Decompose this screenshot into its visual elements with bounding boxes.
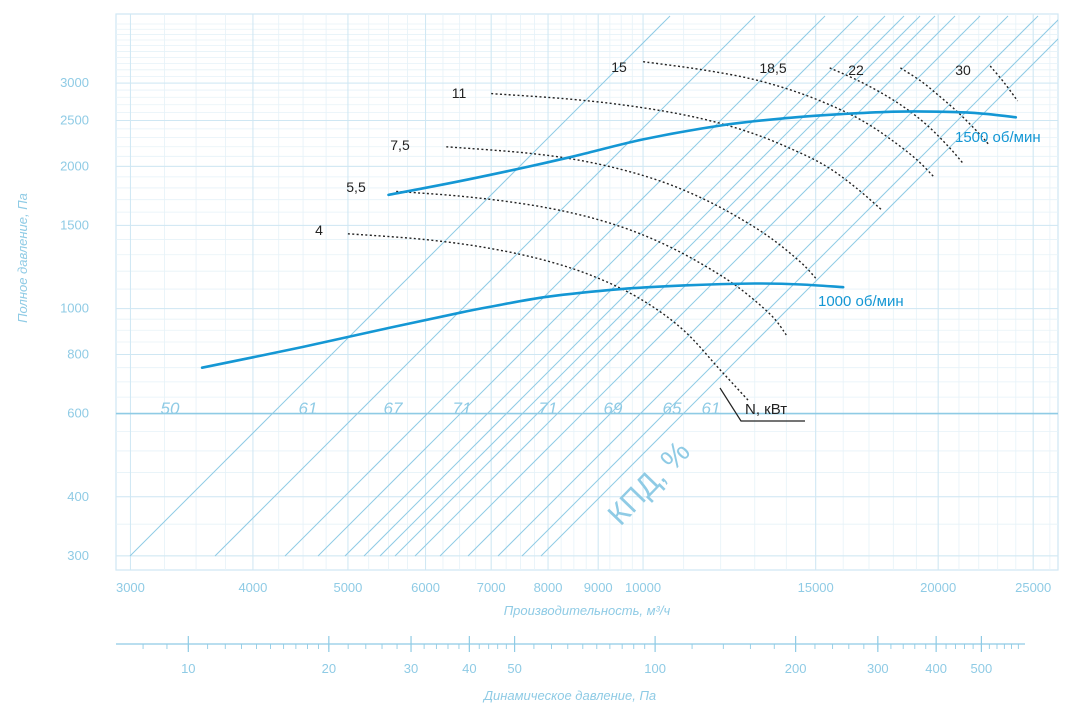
dynamic-tick-label: 400	[925, 661, 947, 676]
y-tick-label: 800	[67, 346, 89, 361]
y-tick-label: 400	[67, 489, 89, 504]
efficiency-label: 61	[299, 399, 318, 418]
power-curve	[989, 65, 1019, 102]
x-tick-label: 4000	[238, 580, 267, 595]
dynamic-tick-label: 40	[462, 661, 476, 676]
speed-curve-label: 1500 об/мин	[955, 129, 1041, 146]
x-axis-title: Производительность, м³/ч	[504, 603, 671, 618]
speed-curve	[387, 110, 1018, 197]
efficiency-label: 71	[539, 399, 558, 418]
power-axis-label: N, кВт	[745, 401, 787, 418]
power-curve-label: 15	[611, 59, 627, 75]
power-curve	[347, 233, 749, 401]
y-tick-label: 300	[67, 548, 89, 563]
y-tick-label: 1000	[60, 301, 89, 316]
x-tick-label: 15000	[798, 580, 834, 595]
power-curve-label: 5,5	[346, 179, 366, 195]
kpd-label: КПД, %	[602, 435, 697, 532]
power-curve-label: 4	[315, 222, 323, 238]
dynamic-tick-label: 300	[867, 661, 889, 676]
dynamic-pressure-axis: 10 20 30 40 50 100 200 300 400 500	[116, 636, 1025, 676]
dynamic-tick-label: 50	[507, 661, 521, 676]
y-tick-label: 2500	[60, 113, 89, 128]
y-tick-label: 1500	[60, 217, 89, 232]
power-curve	[829, 67, 964, 164]
efficiency-label: 69	[604, 399, 623, 418]
efficiency-label: 67	[384, 399, 403, 418]
dynamic-axis-title: Динамическое давление, Па	[482, 688, 656, 703]
y-tick-label: 2000	[60, 158, 89, 173]
efficiency-lines	[129, 15, 1058, 557]
power-curve	[446, 146, 817, 279]
efficiency-line	[284, 15, 826, 557]
efficiency-line	[521, 19, 1058, 557]
x-tick-label: 10000	[625, 580, 661, 595]
y-tick-label: 600	[67, 406, 89, 421]
x-tick-label: 20000	[920, 580, 956, 595]
y-tick-label: 3000	[60, 75, 89, 90]
efficiency-line	[129, 15, 671, 557]
x-tick-label: 5000	[333, 580, 362, 595]
power-curve	[900, 67, 989, 145]
efficiency-line	[467, 15, 1009, 557]
power-curve	[491, 92, 882, 211]
dynamic-tick-label: 100	[644, 661, 666, 676]
efficiency-label: 71	[453, 399, 472, 418]
power-curve	[396, 190, 787, 336]
x-tick-label: 6000	[411, 580, 440, 595]
x-tick-label: 25000	[1015, 580, 1051, 595]
plot-grid: 3000 4000 5000 6000 7000 8000 9000 10000 15000 20…	[60, 13, 1059, 595]
dynamic-tick-label: 30	[404, 661, 418, 676]
power-axis-leader	[719, 387, 805, 422]
power-curves	[347, 61, 1019, 422]
power-curve-label: 22	[848, 62, 864, 78]
dynamic-tick-label: 10	[181, 661, 195, 676]
dynamic-tick-label: 200	[785, 661, 807, 676]
dynamic-tick-label: 20	[322, 661, 336, 676]
x-tick-label: 7000	[477, 580, 506, 595]
chart-labels: 50 61 67 71 71 69 65 61 4 5,5 7,5 11 15 18,5 22 30 1000 …	[161, 59, 1041, 418]
power-curve	[643, 61, 935, 178]
x-tick-label: 9000	[584, 580, 613, 595]
efficiency-line	[214, 15, 756, 557]
efficiency-label: 65	[663, 399, 682, 418]
speed-curve-label: 1000 об/мин	[818, 293, 904, 310]
dynamic-tick-label: 500	[971, 661, 993, 676]
x-tick-label: 8000	[534, 580, 563, 595]
efficiency-label: 61	[702, 399, 721, 418]
efficiency-line	[439, 15, 981, 557]
speed-curve	[200, 282, 845, 369]
power-curve-label: 7,5	[390, 137, 410, 153]
y-axis-title: Полное давление, Па	[15, 193, 30, 323]
power-curve-label: 30	[955, 62, 971, 78]
power-curve-label: 18,5	[759, 60, 786, 76]
power-curve-label: 11	[452, 85, 467, 101]
plot-frame	[115, 13, 1059, 571]
x-tick-label: 3000	[116, 580, 145, 595]
efficiency-line	[363, 15, 905, 557]
speed-curves	[200, 110, 1018, 369]
efficiency-label: 50	[161, 399, 180, 418]
efficiency-line	[317, 15, 859, 557]
efficiency-line	[497, 15, 1039, 557]
